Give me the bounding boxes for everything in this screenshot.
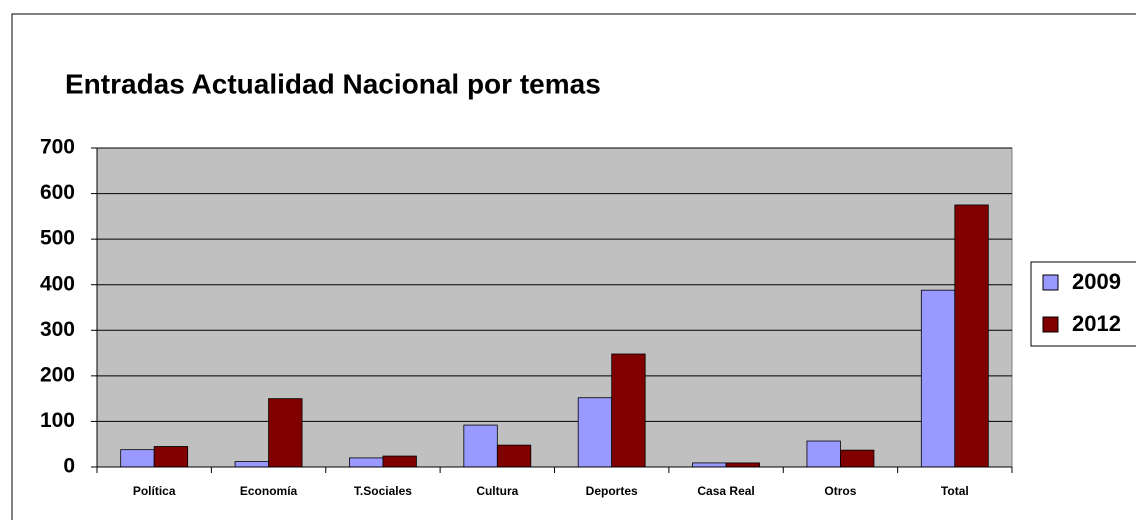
y-tick-label: 700 <box>40 136 75 159</box>
chart-title: Entradas Actualidad Nacional por temas <box>65 68 601 99</box>
y-tick-label: 200 <box>40 363 75 386</box>
bar <box>920 289 956 468</box>
bar <box>611 353 646 468</box>
bar <box>725 462 760 468</box>
x-tick-label: Casa Real <box>697 484 754 498</box>
y-tick-label: 400 <box>40 272 75 295</box>
x-tick-label: Total <box>941 484 969 498</box>
bar <box>234 461 269 468</box>
bar <box>954 204 989 468</box>
y-tick-label: 600 <box>40 181 75 204</box>
plot-area <box>96 147 1013 468</box>
bar <box>806 440 841 468</box>
legend-swatch <box>1042 274 1059 291</box>
bar <box>120 449 155 468</box>
y-tick-label: 0 <box>63 455 75 478</box>
bar <box>268 398 303 468</box>
legend-label: 2012 <box>1072 311 1121 336</box>
bar <box>382 455 417 468</box>
bar <box>463 424 498 468</box>
bar <box>153 446 189 468</box>
y-tick-label: 300 <box>40 318 75 341</box>
legend-label: 2009 <box>1072 269 1121 294</box>
y-tick-label: 100 <box>40 409 75 432</box>
x-tick-label: Economía <box>240 484 298 498</box>
x-tick-label: Otros <box>824 484 856 498</box>
x-tick-label: Cultura <box>476 484 518 498</box>
bar <box>496 444 532 468</box>
x-tick-label: Política <box>133 484 176 498</box>
bar <box>577 397 613 468</box>
y-tick-label: 500 <box>40 227 75 250</box>
bar <box>349 457 384 468</box>
bar <box>840 449 875 468</box>
bar <box>692 462 727 468</box>
legend-swatch <box>1042 316 1059 333</box>
x-tick-label: Deportes <box>586 484 638 498</box>
x-tick-label: T.Sociales <box>354 484 412 498</box>
